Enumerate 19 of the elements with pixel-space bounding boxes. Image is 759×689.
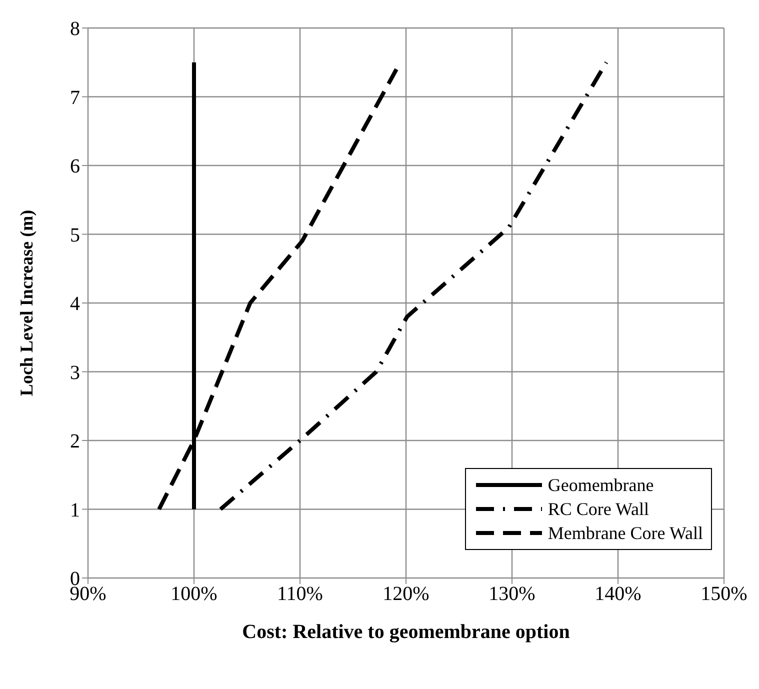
- y-tick-label: 2: [70, 430, 80, 453]
- x-axis-title: Cost: Relative to geomembrane option: [242, 621, 570, 643]
- x-tick-label: 140%: [594, 583, 642, 606]
- y-tick-label: 7: [70, 86, 80, 109]
- y-tick-label: 3: [70, 362, 80, 384]
- x-tick-label: 150%: [700, 583, 748, 606]
- legend-label: RC Core Wall: [548, 498, 650, 520]
- x-tick-label: 130%: [488, 583, 536, 606]
- x-tick-label: 120%: [382, 583, 430, 606]
- y-tick-label: 4: [70, 293, 80, 316]
- y-tick-label: 8: [70, 18, 80, 40]
- x-tick-label: 110%: [277, 583, 323, 606]
- x-tick-label: 100%: [170, 583, 218, 606]
- legend-label: Geomembrane: [548, 474, 654, 496]
- y-tick-label: 6: [70, 156, 80, 178]
- y-axis-title: Loch Level Increase (m): [16, 210, 36, 396]
- y-tick-label: 5: [70, 224, 80, 246]
- y-tick-label: 1: [70, 499, 80, 522]
- legend-label: Membrane Core Wall: [548, 522, 703, 544]
